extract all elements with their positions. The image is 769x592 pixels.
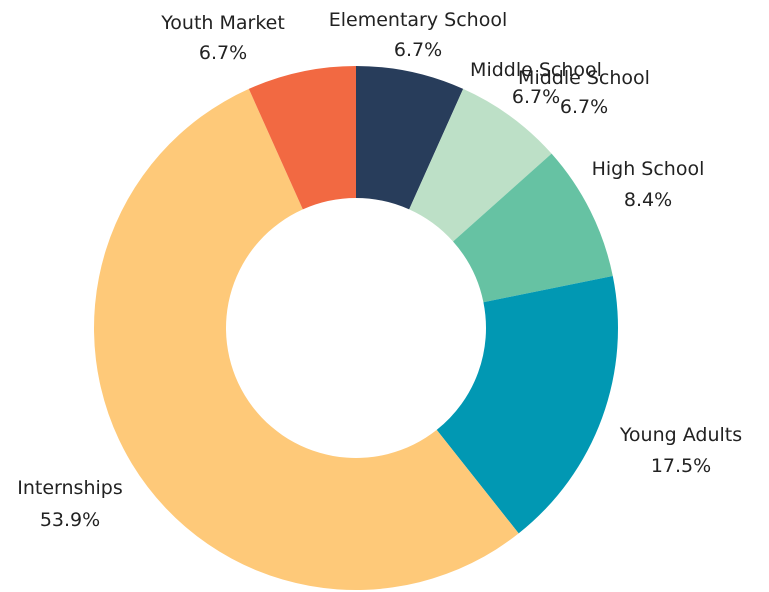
slice-internships — [93, 88, 519, 591]
slice-high-school — [453, 153, 613, 303]
label-high-school: High School — [592, 158, 705, 180]
label-internships: Internships — [17, 477, 122, 499]
slice-middle-school — [409, 88, 552, 242]
slice-young-adults — [436, 276, 618, 534]
label-elementary-school: Elementary School — [329, 9, 507, 31]
slices-group — [93, 66, 618, 591]
label-middle-school: Middle School — [470, 59, 602, 81]
pct-middle-school: 6.7% — [512, 86, 560, 108]
slice-youth-market — [248, 66, 356, 210]
label-young-adults: Young Adults — [619, 424, 742, 446]
pct-youth-market: 6.7% — [199, 42, 247, 64]
pct-high-school: 8.4% — [624, 189, 672, 211]
pct-internships: 53.9% — [40, 509, 100, 531]
pct-young-adults: 17.5% — [651, 455, 711, 477]
slice-elementary-school — [356, 66, 464, 210]
extra-label-middle-school: Middle School — [518, 67, 650, 89]
label-youth-market: Youth Market — [160, 12, 285, 34]
extra-pct-middle-school: 6.7% — [560, 96, 608, 118]
pct-elementary-school: 6.7% — [394, 39, 442, 61]
